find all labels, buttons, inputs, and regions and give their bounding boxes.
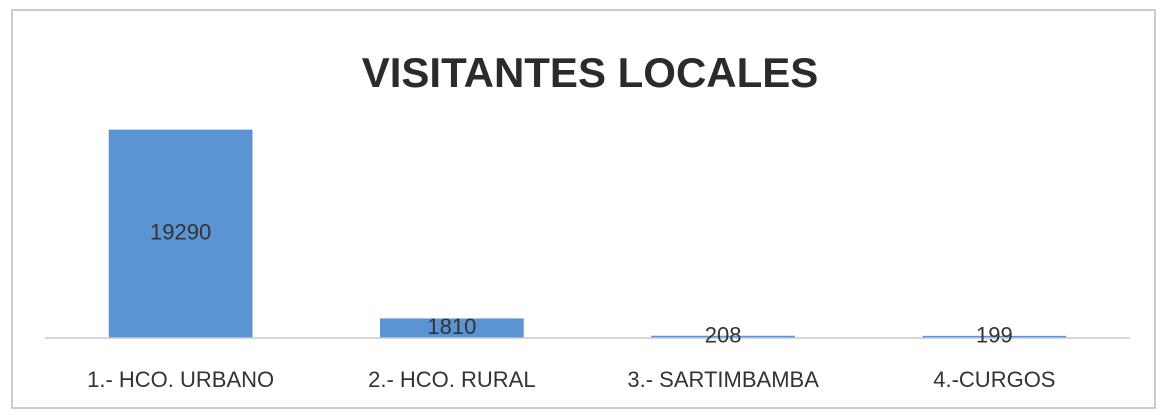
- bar: [651, 335, 796, 338]
- x-tick-label: 4.-CURGOS: [933, 367, 1055, 392]
- value-label: 208: [705, 323, 742, 348]
- value-label: 1810: [427, 314, 476, 339]
- value-label: 199: [976, 323, 1013, 348]
- x-tick-label: 3.- SARTIMBAMBA: [627, 367, 819, 392]
- x-tick-label: 2.- HCO. RURAL: [368, 367, 535, 392]
- bar: [922, 335, 1067, 338]
- bar: [108, 129, 253, 338]
- value-label: 19290: [150, 220, 211, 245]
- x-tick-label: 1.- HCO. URBANO: [87, 367, 274, 392]
- chart-title: VISITANTES LOCALES: [362, 49, 819, 96]
- bar: [379, 318, 524, 338]
